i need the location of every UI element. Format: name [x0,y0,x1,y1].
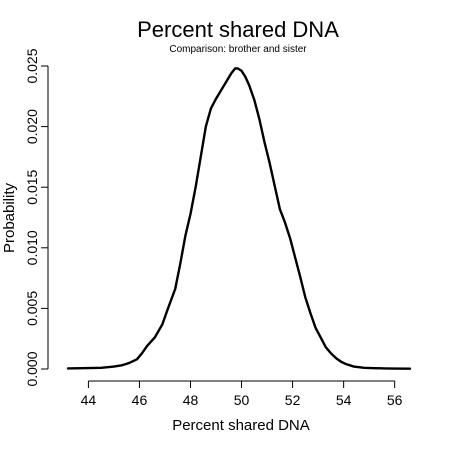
series-line [66,67,412,370]
chart-title: Percent shared DNA [137,17,339,42]
y-tick-label: 0.025 [24,48,40,83]
x-tick-label: 48 [183,392,199,408]
y-tick-label: 0.010 [24,230,40,265]
y-tick-label: 0.000 [24,351,40,386]
x-tick-label: 50 [234,392,250,408]
x-tick-label: 52 [285,392,301,408]
y-tick-label: 0.005 [24,291,40,326]
chart-subtitle: Comparison: brother and sister [169,44,307,55]
x-axis-label: Percent shared DNA [172,417,310,434]
y-tick-label: 0.015 [24,169,40,204]
x-tick-label: 56 [387,392,403,408]
y-axis: 0.000 0.005 0.010 0.015 0.020 0.025 [24,48,49,387]
x-tick-label: 44 [81,392,97,408]
x-tick-label: 46 [132,392,148,408]
x-axis: 44 46 48 50 52 54 56 [81,380,403,408]
x-tick-label: 54 [336,392,352,408]
y-axis-label: Probability [1,182,18,253]
y-tick-label: 0.020 [24,109,40,144]
